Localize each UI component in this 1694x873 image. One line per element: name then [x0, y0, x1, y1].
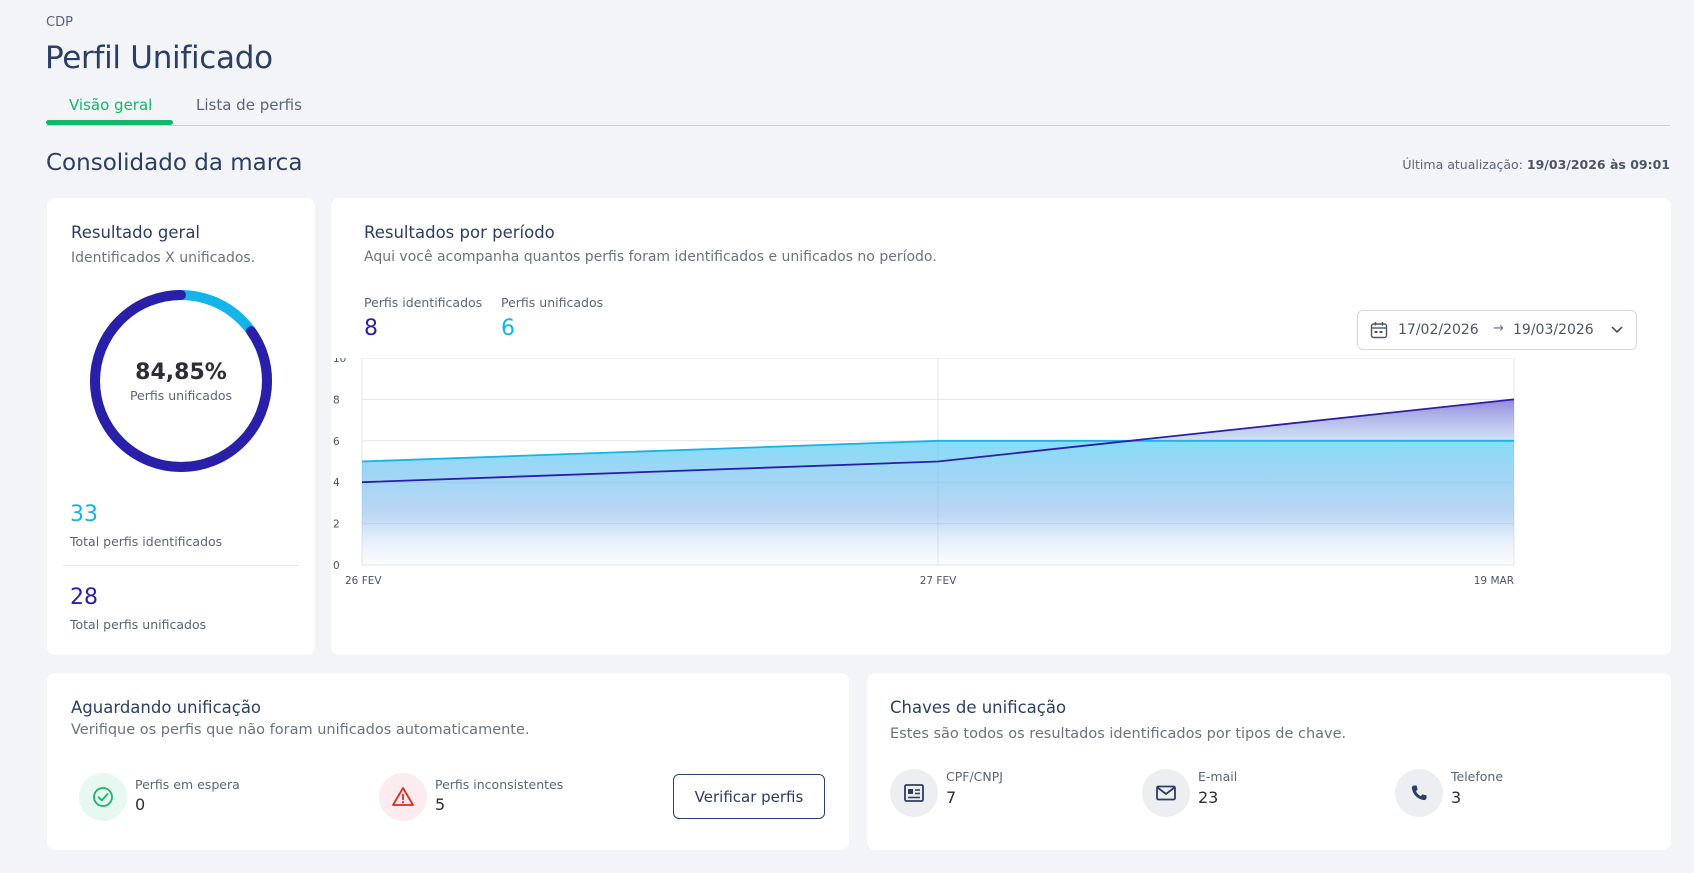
key-label: Telefone [1451, 769, 1504, 784]
period-area-chart: 0 2 4 6 8 10 26 FEV 27 FEV 19 MAR [333, 358, 1515, 587]
y-tick-label: 0 [333, 560, 340, 572]
date-start: 17/02/2026 [1398, 322, 1479, 338]
line-perfis-unificados [361, 439, 1514, 463]
last-update: Última atualização: 19/03/2026 às 09:01 [1402, 157, 1670, 172]
donut-percentage: 84,85% [135, 360, 227, 385]
resultados-periodo-card: Resultados por período Aqui você acompan… [331, 198, 1671, 655]
key-value: 23 [1198, 788, 1219, 807]
total-unificados-value: 28 [70, 585, 98, 610]
section-title: Consolidado da marca [46, 150, 303, 176]
aguardando-unificacao-card: Aguardando unificação Verifique os perfi… [47, 673, 849, 850]
y-tick-label: 4 [333, 477, 340, 489]
arrow-right-icon: → [1493, 321, 1504, 336]
donut-unificados-arc [90, 290, 272, 472]
total-identificados-value: 33 [70, 502, 98, 527]
x-tick-label: 19 MAR [1474, 575, 1514, 587]
page-title: Perfil Unificado [45, 40, 273, 76]
inconsistentes-value: 5 [435, 795, 446, 814]
resultado-geral-card: Resultado geral Identificados X unificad… [47, 198, 315, 655]
x-tick-label: 26 FEV [345, 575, 382, 587]
key-value: 3 [1451, 788, 1462, 807]
key-label: CPF/CNPJ [946, 769, 1003, 784]
key-label: E-mail [1198, 769, 1238, 784]
y-tick-label: 10 [333, 358, 346, 365]
last-update-value: 19/03/2026 às 09:01 [1526, 157, 1670, 172]
card-subtitle: Aqui você acompanha quantos perfis foram… [364, 249, 937, 265]
card-title: Resultado geral [71, 223, 201, 242]
area-perfis-unificados [362, 440, 1514, 565]
tab-lista-de-perfis[interactable]: Lista de perfis [196, 96, 302, 114]
x-tick-label: 27 FEV [920, 575, 957, 587]
check-circle-icon [93, 787, 113, 807]
card-title: Resultados por período [364, 223, 555, 242]
y-tick-label: 2 [333, 519, 340, 531]
kpi-identificados-label: Perfis identificados [364, 295, 483, 310]
phone-icon [1411, 785, 1427, 801]
tab-visao-geral[interactable]: Visão geral [69, 96, 153, 114]
line-perfis-identificados [361, 398, 1515, 484]
card-subtitle: Identificados X unificados. [71, 250, 256, 266]
total-unificados-label: Total perfis unificados [70, 617, 207, 632]
espera-value: 0 [135, 795, 146, 814]
card-subtitle: Verifique os perfis que não foram unific… [71, 722, 530, 738]
inconsistentes-label: Perfis inconsistentes [435, 777, 564, 792]
y-tick-label: 6 [333, 436, 340, 448]
donut-label: Perfis unificados [129, 388, 233, 403]
y-tick-label: 8 [333, 394, 340, 406]
tab-bar: Visão geral Lista de perfis [46, 92, 1670, 126]
last-update-label: Última atualização: [1402, 157, 1523, 172]
breadcrumb: CDP [46, 15, 73, 30]
calendar-icon [1370, 322, 1388, 339]
warning-icon [392, 787, 414, 806]
active-tab-indicator [46, 120, 173, 125]
chevron-down-icon [1611, 326, 1623, 334]
kpi-unificados-value: 6 [501, 316, 515, 341]
kpi-identificados-value: 8 [364, 316, 378, 341]
date-range-picker[interactable]: 17/02/2026 → 19/03/2026 [1357, 310, 1637, 350]
id-card-icon [904, 784, 924, 802]
donut-chart [90, 290, 272, 472]
card-title: Aguardando unificação [71, 698, 262, 717]
card-subtitle: Estes são todos os resultados identifica… [890, 726, 1347, 742]
verificar-perfis-button[interactable]: Verificar perfis [673, 774, 825, 819]
mail-icon [1156, 785, 1176, 801]
espera-label: Perfis em espera [135, 777, 240, 792]
divider [63, 565, 299, 566]
card-title: Chaves de unificação [890, 698, 1067, 717]
area-perfis-identificados [1130, 399, 1514, 441]
kpi-unificados-label: Perfis unificados [501, 295, 604, 310]
key-value: 7 [946, 788, 957, 807]
chaves-unificacao-card: Chaves de unificação Estes são todos os … [867, 673, 1671, 850]
date-end: 19/03/2026 [1513, 322, 1594, 338]
total-identificados-label: Total perfis identificados [70, 534, 223, 549]
